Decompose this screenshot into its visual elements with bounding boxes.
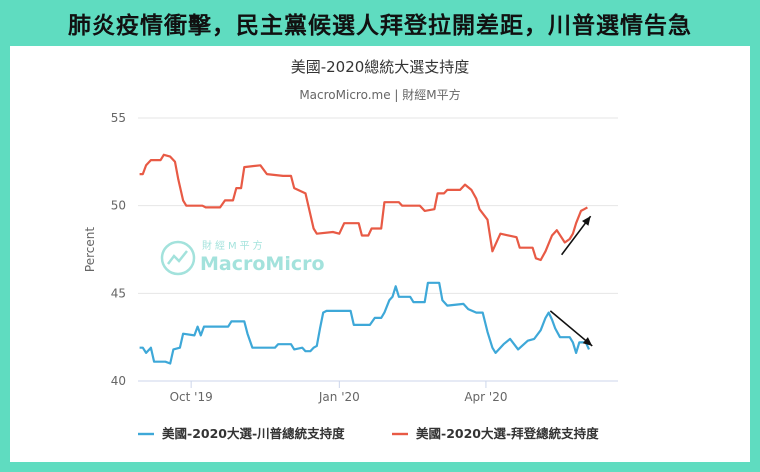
legend-label: 美國-2020大選-川普總統支持度 — [162, 426, 345, 441]
annotation-arrowhead-icon — [582, 216, 591, 226]
y-tick-label: 40 — [111, 374, 126, 388]
y-axis-ticks: 40 45 50 55 — [111, 111, 126, 388]
legend-label: 美國-2020大選-拜登總統支持度 — [416, 426, 599, 441]
series-line-trump — [139, 281, 591, 365]
macromicro-watermark: 財經M平方 MacroMicro — [160, 239, 325, 276]
annotation-arrows — [549, 215, 593, 347]
legend-item-biden[interactable]: 美國-2020大選-拜登總統支持度 — [392, 426, 599, 441]
watermark-brand-text: MacroMicro — [200, 253, 325, 275]
legend[interactable]: 美國-2020大選-川普總統支持度 美國-2020大選-拜登總統支持度 — [138, 426, 599, 441]
y-axis-label: Percent — [83, 227, 97, 272]
headline-banner: 肺炎疫情衝擊，民主黨候選人拜登拉開差距，川普選情告急 — [0, 0, 760, 46]
annotation-arrow-line-2 — [549, 310, 593, 347]
gridlines — [138, 117, 618, 294]
macromicro-logo-line-icon — [167, 250, 188, 265]
x-tick-label: Apr '20 — [464, 390, 507, 404]
y-tick-label: 50 — [111, 199, 126, 213]
legend-item-trump[interactable]: 美國-2020大選-川普總統支持度 — [138, 426, 345, 441]
chart-subtitle: MacroMicro.me | 財經M平方 — [299, 87, 460, 102]
annotation-arrowhead-icon — [582, 337, 593, 346]
y-tick-label: 45 — [111, 286, 126, 300]
watermark-top-text: 財經M平方 — [202, 239, 266, 252]
chart-title: 美國-2020總統大選支持度 — [291, 58, 470, 76]
y-tick-label: 55 — [111, 111, 126, 125]
chart-panel: 美國-2020總統大選支持度 MacroMicro.me | 財經M平方 財經M… — [10, 46, 750, 462]
series-line-biden — [139, 153, 588, 262]
x-axis-ticks: Oct '19 Jan '20 Apr '20 — [170, 381, 507, 404]
line-chart: 美國-2020總統大選支持度 MacroMicro.me | 財經M平方 財經M… — [83, 58, 618, 441]
headline: 肺炎疫情衝擊，民主黨候選人拜登拉開差距，川普選情告急 — [68, 13, 692, 39]
macromicro-logo-icon — [160, 240, 196, 276]
x-tick-label: Jan '20 — [318, 390, 360, 404]
x-tick-label: Oct '19 — [170, 390, 213, 404]
series-group — [139, 153, 591, 365]
